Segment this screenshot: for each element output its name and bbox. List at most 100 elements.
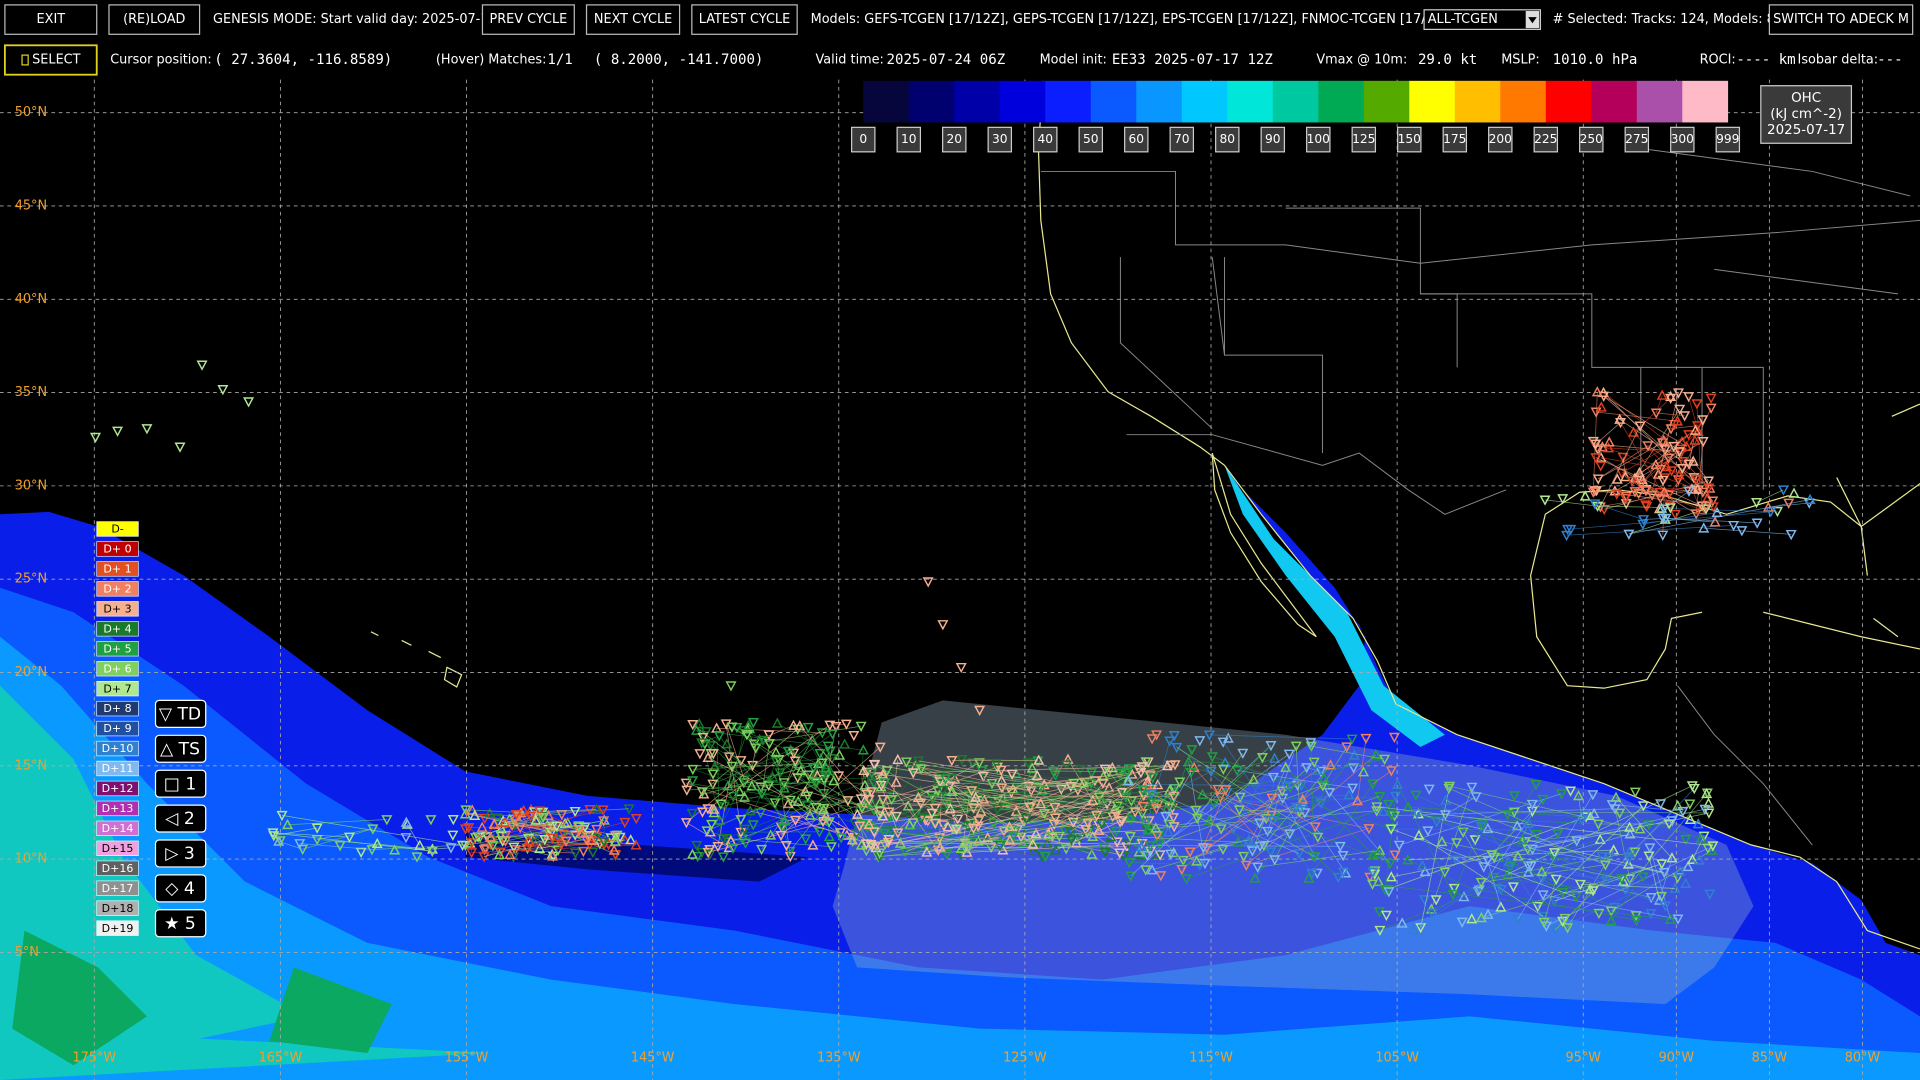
track-marker	[1105, 831, 1117, 842]
track-marker	[1619, 471, 1632, 482]
track-segment	[972, 762, 1043, 791]
model-dropdown[interactable]	[1423, 9, 1542, 30]
exit-button[interactable]	[4, 4, 98, 35]
next-cycle-button-label[interactable]: NEXT CYCLE	[594, 12, 672, 27]
track-segment	[1431, 786, 1473, 910]
track-marker	[686, 848, 698, 859]
prev-cycle-button[interactable]	[481, 4, 575, 35]
hover-value: ( 8.2000, -141.7000)	[594, 52, 764, 68]
track-marker	[1673, 447, 1685, 458]
track-marker	[1293, 849, 1305, 860]
track-marker	[1466, 913, 1478, 924]
reload-button-label[interactable]: (RE)LOAD	[123, 12, 185, 27]
coastline	[370, 80, 1920, 950]
track-marker	[1402, 801, 1414, 812]
track-marker	[824, 720, 836, 731]
ohc-field	[1224, 465, 1445, 747]
track-segment	[273, 827, 318, 836]
track-segment	[1646, 449, 1666, 507]
track-marker	[873, 852, 885, 863]
track-segment	[1619, 812, 1702, 839]
track-segment	[707, 724, 831, 809]
colorbar-tick: 175	[1443, 132, 1466, 146]
track-segment	[761, 743, 770, 794]
track-segment	[1634, 409, 1680, 479]
switch-button-label[interactable]: SWITCH TO ADECK M	[1773, 12, 1909, 27]
colorbar-tick-box	[1033, 126, 1058, 153]
switch-button[interactable]	[1768, 4, 1914, 35]
track-marker	[243, 397, 255, 408]
track-marker	[514, 823, 526, 834]
track-segment	[1156, 794, 1349, 809]
track-marker	[1044, 824, 1056, 835]
track-marker	[706, 819, 718, 831]
lon-label: 90°W	[1659, 1050, 1695, 1065]
track-marker	[1078, 777, 1090, 788]
select-button-label[interactable]: SELECT	[32, 53, 81, 68]
track-marker	[1686, 781, 1698, 792]
track-marker	[1168, 731, 1180, 742]
track-marker	[1765, 507, 1777, 518]
colorbar-segment	[1636, 80, 1683, 123]
colorbar-tick-box	[1488, 126, 1513, 153]
track-marker	[552, 845, 564, 857]
track-marker	[1136, 762, 1148, 773]
track-marker	[937, 820, 949, 831]
track-marker	[460, 805, 472, 816]
prev-cycle-button-label[interactable]: PREV CYCLE	[489, 12, 567, 27]
dropdown-arrow-icon[interactable]	[1528, 17, 1537, 24]
track-marker	[1323, 788, 1336, 799]
select-button[interactable]	[3, 44, 98, 76]
track-segment	[1555, 805, 1679, 930]
track-marker	[1099, 847, 1111, 858]
track-marker	[811, 769, 823, 781]
track-marker	[991, 804, 1003, 815]
track-marker	[1116, 816, 1128, 827]
track-marker	[1290, 741, 1302, 752]
track-marker	[784, 846, 796, 858]
track-marker	[1348, 763, 1360, 774]
track-marker	[1370, 749, 1382, 760]
track-marker	[747, 718, 759, 729]
track-marker	[741, 730, 753, 741]
track-marker	[932, 786, 944, 797]
track-marker	[1303, 872, 1315, 883]
track-marker	[1312, 832, 1324, 844]
track-marker	[934, 841, 946, 852]
track-segment	[1603, 395, 1666, 450]
model-dropdown-value[interactable]: ALL-TCGEN	[1428, 12, 1498, 27]
track-marker	[1587, 790, 1599, 801]
exit-button-label[interactable]: EXIT	[37, 12, 66, 27]
track-marker	[1644, 843, 1656, 854]
track-marker	[530, 814, 542, 825]
colorbar-segment	[1227, 80, 1274, 123]
symbol-legend-box	[154, 909, 207, 938]
track-marker	[708, 803, 720, 814]
track-marker	[1205, 766, 1217, 778]
track-marker	[697, 732, 709, 744]
track-segment	[1217, 789, 1290, 835]
track-marker	[523, 834, 535, 845]
latest-cycle-button-label[interactable]: LATEST CYCLE	[699, 12, 790, 27]
track-marker	[1050, 844, 1062, 855]
track-marker	[968, 823, 980, 835]
roci-label: ROCI:	[1700, 53, 1736, 68]
track-marker	[1113, 768, 1125, 779]
track-marker	[174, 442, 186, 453]
latest-cycle-button[interactable]	[691, 4, 798, 35]
track-marker	[1610, 791, 1622, 802]
track-marker	[1147, 773, 1159, 784]
day-legend-swatch	[96, 920, 139, 936]
track-marker	[274, 836, 286, 847]
track-marker	[560, 836, 572, 847]
next-cycle-button[interactable]	[585, 4, 681, 35]
select-icon[interactable]	[21, 54, 29, 66]
reload-button[interactable]	[108, 4, 201, 35]
track-marker	[870, 774, 882, 785]
track-segment	[1357, 738, 1367, 801]
track-marker	[555, 840, 567, 851]
track-segment	[702, 791, 819, 814]
track-segment	[799, 725, 880, 816]
track-marker	[1804, 493, 1816, 504]
track-marker	[1373, 907, 1385, 918]
